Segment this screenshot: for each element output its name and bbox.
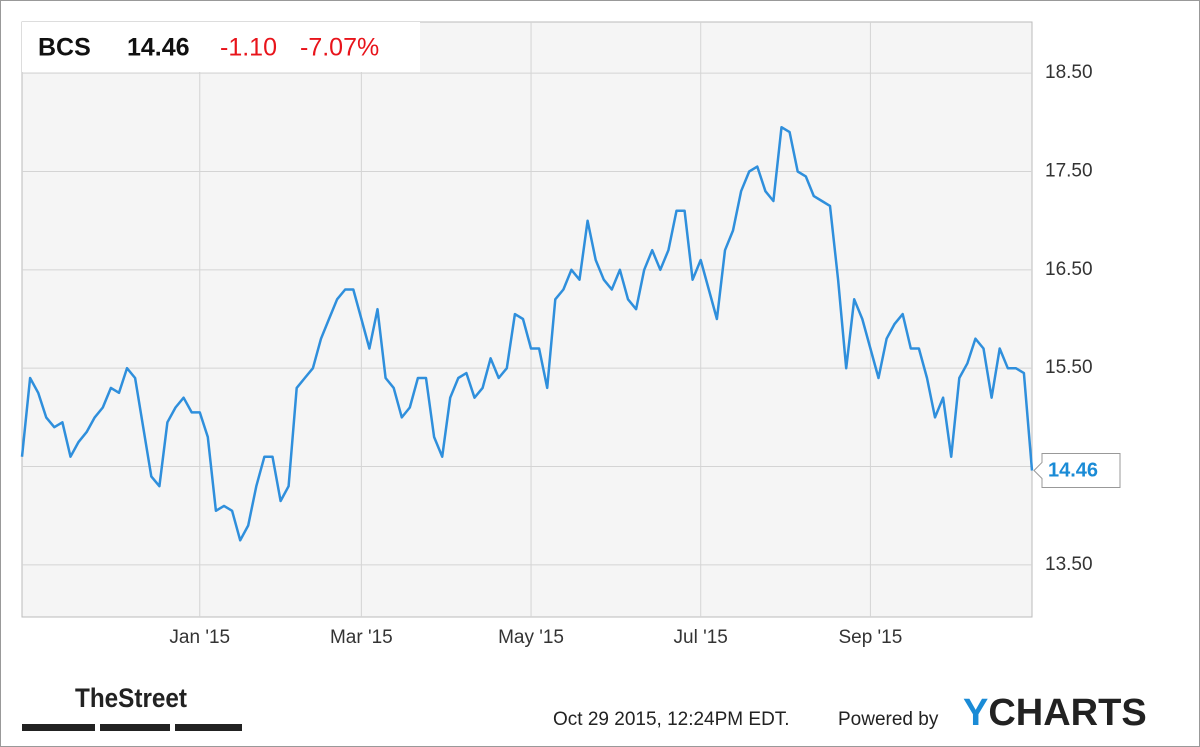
brand-bar xyxy=(22,724,95,731)
logo: YCHARTS xyxy=(963,692,1147,734)
ticker: BCS xyxy=(38,34,91,62)
price: 14.46 xyxy=(127,34,190,62)
y-tick-label: 15.50 xyxy=(1045,357,1093,378)
x-tick-label: May '15 xyxy=(498,627,564,648)
x-tick-label: Sep '15 xyxy=(838,627,902,648)
timestamp: Oct 29 2015, 12:24PM EDT. xyxy=(553,709,790,730)
logo-y: Y xyxy=(963,692,988,734)
end-label-box xyxy=(1033,452,1121,488)
brand: TheStreet xyxy=(75,683,187,713)
brand-bar xyxy=(100,724,170,731)
y-tick-label: 16.50 xyxy=(1045,259,1093,280)
price-line xyxy=(20,125,1034,542)
x-tick-label: Jan '15 xyxy=(169,627,230,648)
end-value-label: 14.46 xyxy=(1048,460,1098,482)
change-pct: -7.07% xyxy=(300,34,379,62)
logo-rest: CHARTS xyxy=(988,692,1146,734)
plot-area xyxy=(21,21,1033,618)
powered-by: Powered by xyxy=(838,709,939,730)
x-tick-label: Mar '15 xyxy=(330,627,393,648)
header-box xyxy=(22,22,420,72)
change: -1.10 xyxy=(220,34,277,62)
brand-bar xyxy=(175,724,242,731)
y-tick-label: 13.50 xyxy=(1045,554,1093,575)
x-tick-label: Jul '15 xyxy=(674,627,728,648)
y-tick-label: 18.50 xyxy=(1045,62,1093,83)
y-tick-label: 17.50 xyxy=(1045,161,1093,182)
